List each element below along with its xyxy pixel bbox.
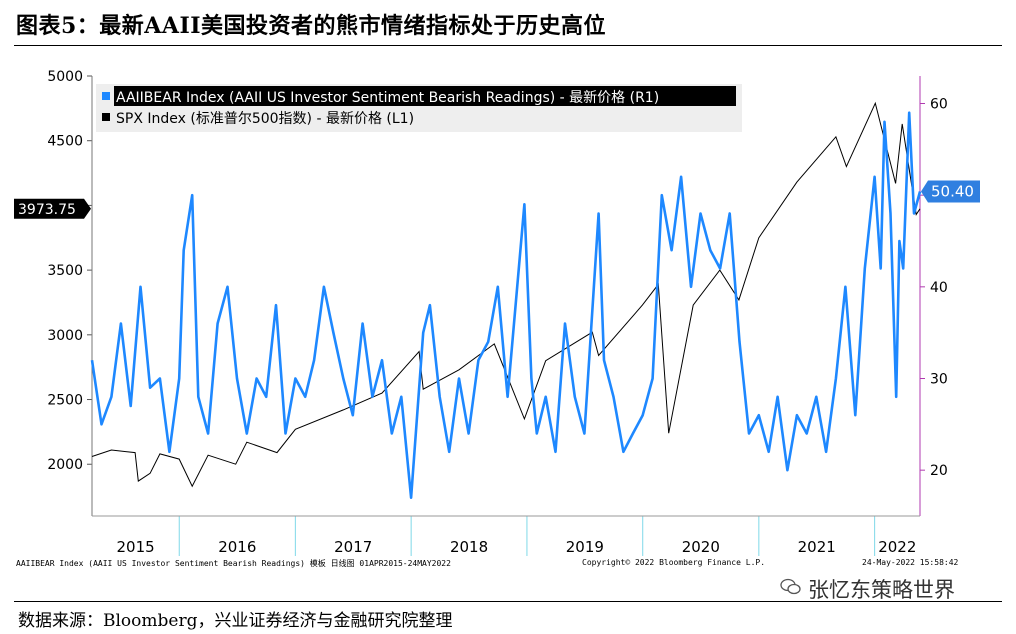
spx-last-badge: 3973.75 [14,198,91,219]
figure-title: 图表5：最新AAII美国投资者的熊市情绪指标处于历史高位 [16,13,607,39]
x-gridlines [178,516,876,556]
source-note: 数据来源：Bloomberg，兴业证券经济与金融研究院整理 [18,611,453,631]
wechat-icon [780,578,801,595]
legend-label-bear: AAIIBEAR Index (AAII US Investor Sentime… [116,90,659,106]
x-axis: 2015 2016 2017 2018 2019 2020 2021 2022 [117,538,917,556]
x-tick-label: 2020 [682,538,720,556]
right-tick-label: 40 [930,280,948,296]
left-tick-label: 2500 [47,393,83,409]
x-tick-label: 2019 [566,538,604,556]
bear-last-badge: 50.40 [921,180,980,203]
title-rule [14,45,1002,46]
x-tick-label: 2017 [334,538,372,556]
x-tick-label: 2022 [878,538,916,556]
left-tick-label: 2000 [47,457,83,473]
right-tick-label: 20 [930,463,948,479]
left-tick-label: 5000 [47,69,83,85]
right-tick-label: 30 [930,372,948,388]
x-tick-label: 2018 [450,538,488,556]
right-axis: 2030405060 [920,97,948,479]
footer-left: AAIIBEAR Index (AAII US Investor Sentime… [16,559,451,568]
left-tick-label: 3000 [47,328,83,344]
right-tick-label: 60 [930,97,948,113]
x-tick-label: 2015 [117,538,155,556]
x-tick-label: 2016 [218,538,256,556]
spx-last-value: 3973.75 [18,202,76,218]
source-rule [14,601,1002,602]
footer-timestamp: 24-May-2022 15:58:42 [862,558,959,567]
legend-swatch-bear [102,92,110,100]
left-tick-label: 3500 [47,263,83,279]
x-tick-label: 2021 [798,538,836,556]
watermark: 张忆东策略世界 [808,578,955,602]
left-axis: 2000250030003500400045005000 [47,69,92,473]
footer-copyright: Copyright© 2022 Bloomberg Finance L.P. [582,558,766,567]
bear-last-value: 50.40 [931,183,974,201]
left-tick-label: 4500 [47,134,83,150]
legend-swatch-spx [102,113,110,121]
bear-series-line [90,111,922,499]
legend: AAIIBEAR Index (AAII US Investor Sentime… [96,84,742,132]
plot-area [92,76,920,516]
legend-label-spx: SPX Index (标准普尔500指数) - 最新价格 (L1) [116,111,414,127]
legend-highlight [114,86,736,106]
chart: 2000250030003500400045005000 2030405060 … [14,69,980,556]
